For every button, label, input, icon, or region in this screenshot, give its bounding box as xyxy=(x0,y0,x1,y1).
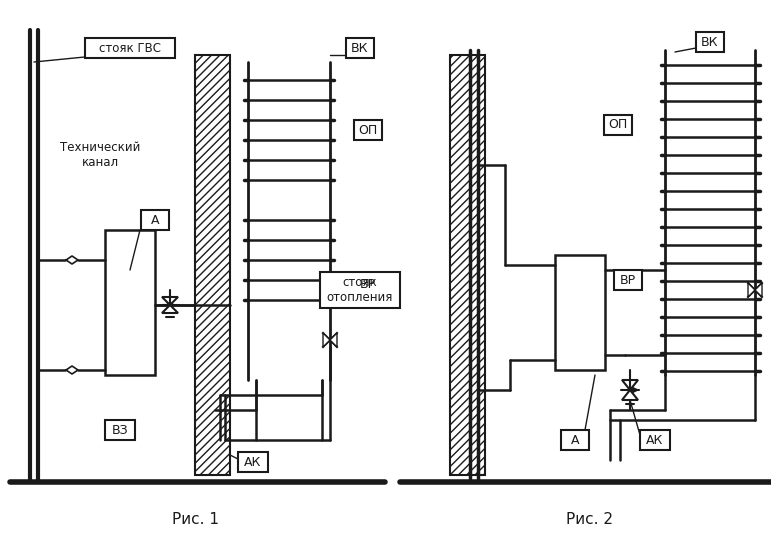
Text: ВР: ВР xyxy=(360,279,376,292)
Bar xyxy=(105,230,155,375)
Polygon shape xyxy=(330,333,337,347)
Bar xyxy=(238,452,268,472)
Text: ВР: ВР xyxy=(620,274,636,287)
Bar xyxy=(195,55,230,475)
Bar xyxy=(85,38,175,58)
Text: ОП: ОП xyxy=(359,123,378,136)
Text: Рис. 1: Рис. 1 xyxy=(171,512,218,527)
Bar xyxy=(320,272,400,308)
Bar xyxy=(141,210,169,230)
Bar xyxy=(450,55,485,475)
Polygon shape xyxy=(622,390,638,400)
Bar xyxy=(604,115,632,135)
Bar xyxy=(354,120,382,140)
Text: ВК: ВК xyxy=(702,36,719,49)
Bar xyxy=(561,430,589,450)
Text: стояк ГВС: стояк ГВС xyxy=(99,42,161,55)
Text: ВЗ: ВЗ xyxy=(112,424,128,437)
Polygon shape xyxy=(748,283,755,297)
Bar xyxy=(354,275,382,295)
Text: ОП: ОП xyxy=(608,118,628,131)
Polygon shape xyxy=(323,333,330,347)
Bar xyxy=(640,430,670,450)
Text: АК: АК xyxy=(244,456,261,469)
Bar xyxy=(555,255,605,370)
Text: стояк
отопления: стояк отопления xyxy=(327,276,393,304)
Bar xyxy=(696,32,724,52)
Text: А: А xyxy=(571,433,579,446)
Text: ВК: ВК xyxy=(352,42,369,55)
Text: АК: АК xyxy=(646,433,664,446)
Bar xyxy=(105,420,135,440)
Bar xyxy=(614,270,642,290)
Polygon shape xyxy=(162,305,178,313)
Polygon shape xyxy=(755,283,762,297)
Text: Рис. 2: Рис. 2 xyxy=(567,512,614,527)
Bar xyxy=(346,38,374,58)
Text: Технический
канал: Технический канал xyxy=(60,141,140,169)
Text: А: А xyxy=(151,214,160,227)
